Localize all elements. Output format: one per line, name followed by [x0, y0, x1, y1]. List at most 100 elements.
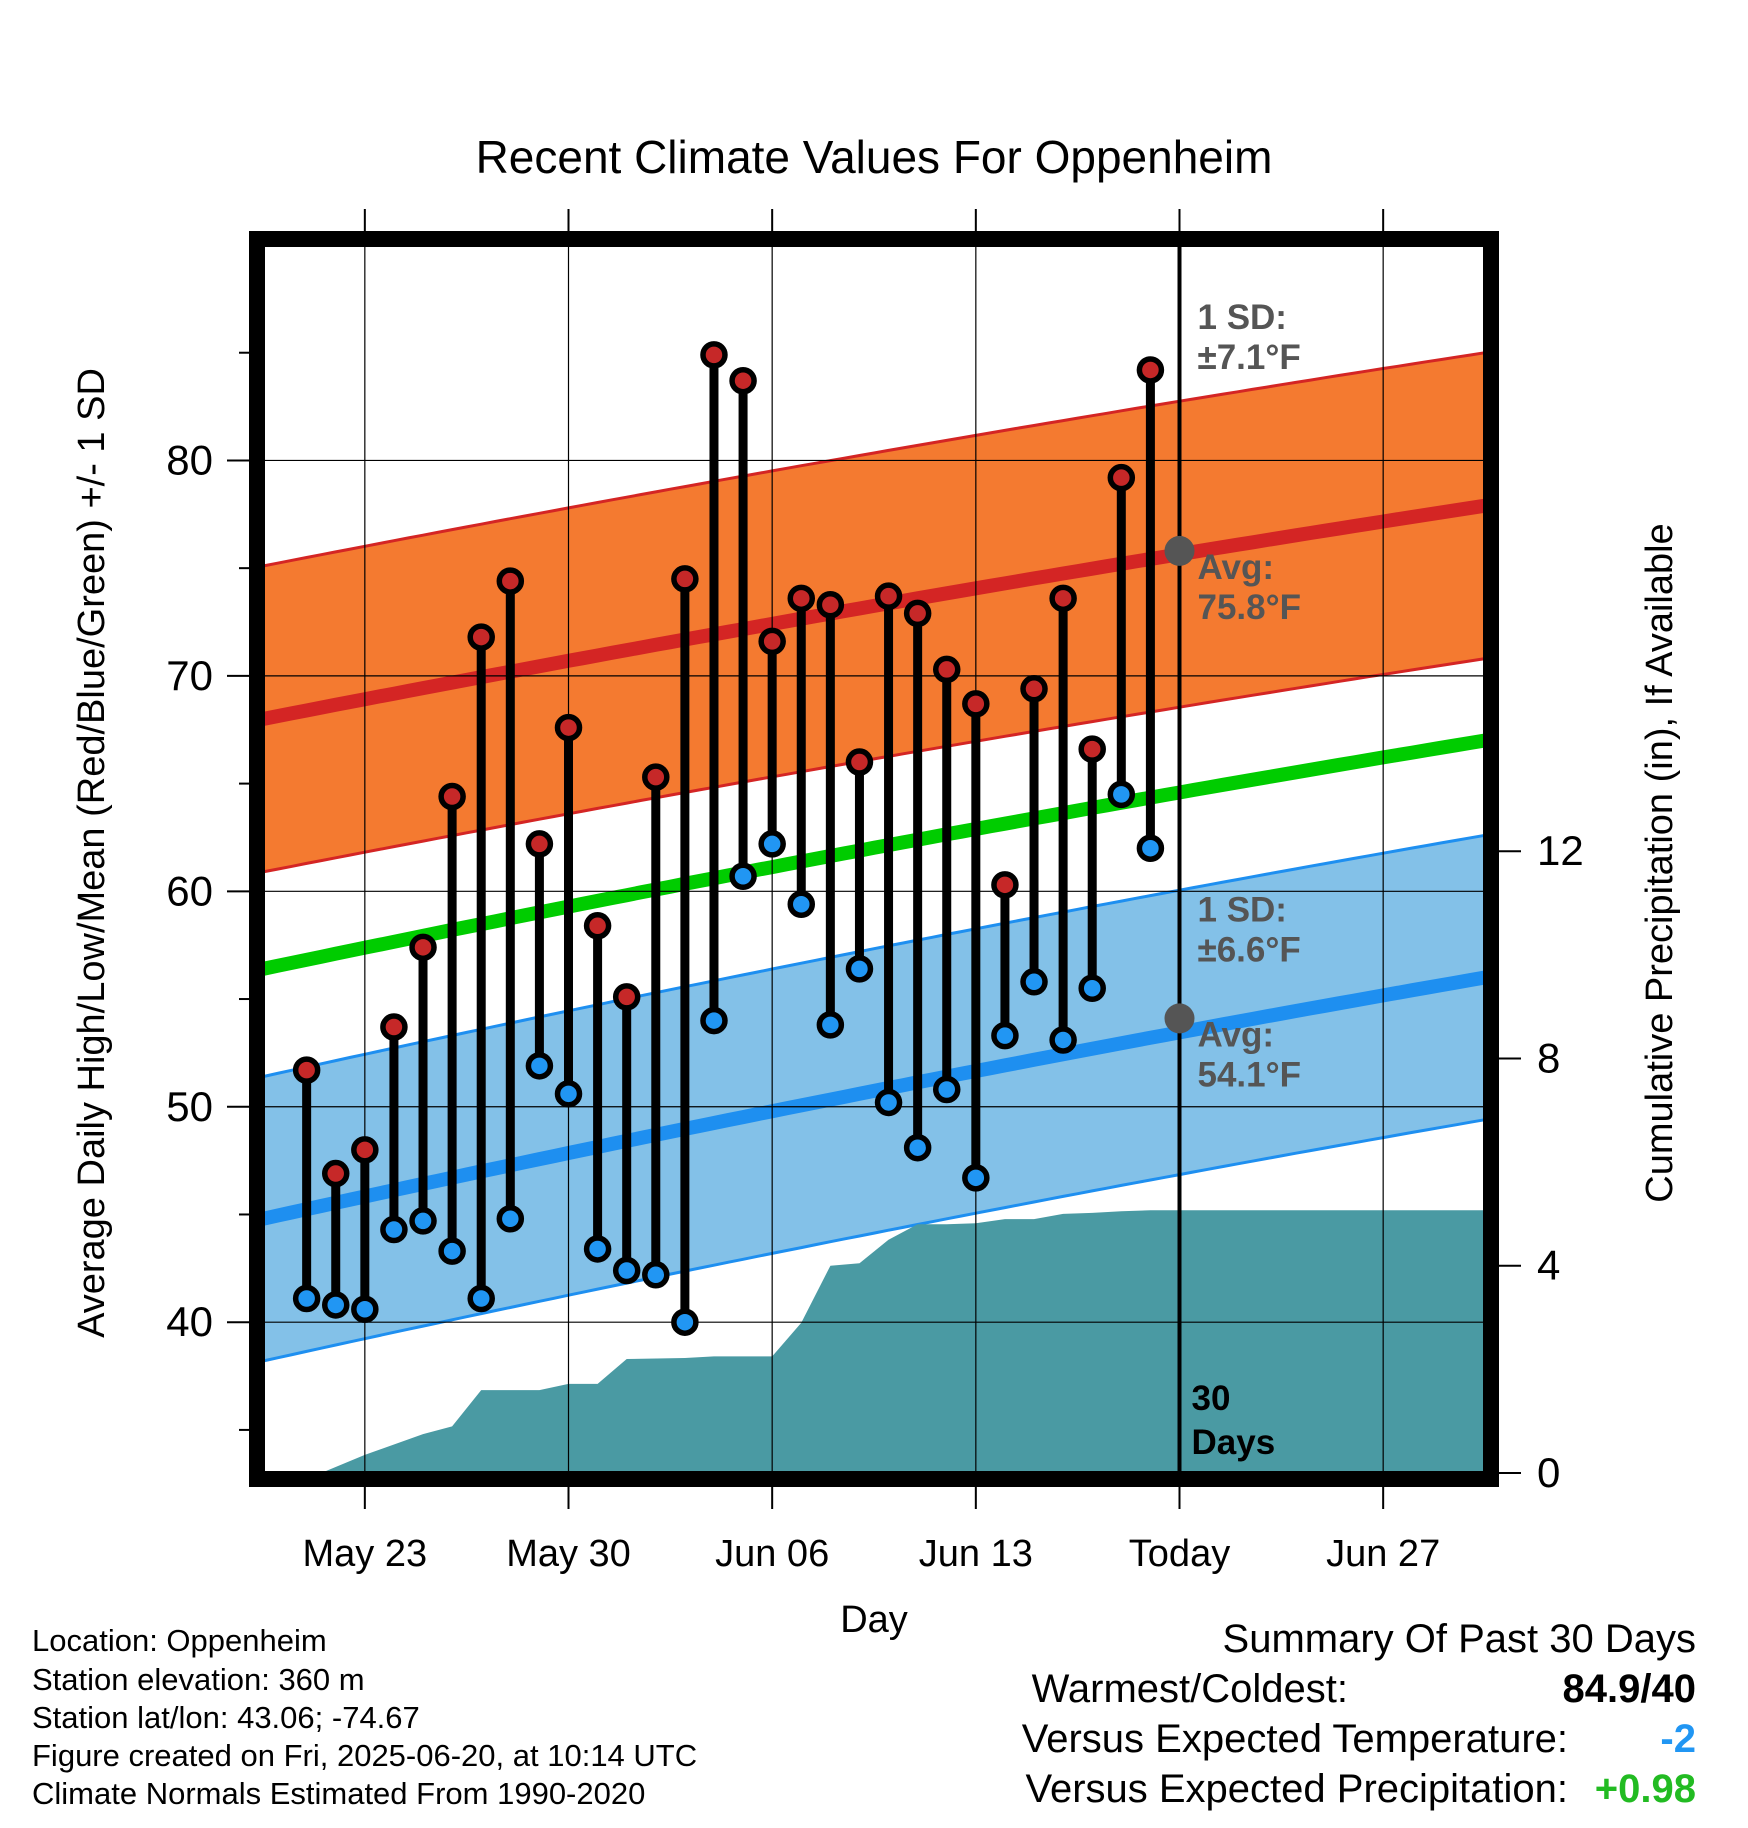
summary-temp-value: -2: [1660, 1717, 1696, 1761]
summary-precip-label: Versus Expected Precipitation:: [1025, 1767, 1568, 1811]
days-label: Days: [1192, 1423, 1276, 1462]
daily-low-point: [467, 1284, 495, 1313]
summary-warmest-label: Warmest/Coldest:: [1031, 1667, 1348, 1711]
days-label: 30: [1192, 1379, 1231, 1418]
plot-frame: [249, 231, 1499, 1487]
summary-warmest-value: 84.9/40: [1562, 1667, 1696, 1711]
summary-temp-label: Versus Expected Temperature:: [1021, 1717, 1568, 1761]
daily-high-point: [1049, 584, 1077, 613]
normal-mean-line: [261, 733, 1487, 976]
daily-high-point: [292, 1056, 321, 1084]
daily-low-point: [1078, 974, 1106, 1003]
daily-low-point: [321, 1291, 350, 1319]
daily-low-point: [1049, 1026, 1077, 1054]
low-band-upper-edge: [262, 833, 1486, 1079]
high-avg-annotation: 75.8°F: [1198, 588, 1302, 627]
low-sd-annotation: 1 SD:: [1198, 890, 1287, 929]
footer-elevation: Station elevation: 360 m: [32, 1662, 365, 1697]
daily-high-point: [903, 599, 932, 628]
high-band-lower-edge: [262, 657, 1486, 874]
daily-low-point: [1107, 780, 1136, 809]
y2-tick-label: 12: [1537, 827, 1584, 874]
x-tick-label: May 23: [303, 1533, 428, 1575]
y-tick-label: 70: [166, 652, 213, 699]
footer-location: Location: Oppenheim: [32, 1623, 327, 1658]
x-tick-label: Jun 13: [919, 1533, 1033, 1575]
daily-low-point: [409, 1207, 437, 1235]
daily-low-point: [816, 1011, 845, 1039]
chart-title: Recent Climate Values For Oppenheim: [476, 131, 1273, 183]
daily-high-point: [1107, 463, 1136, 492]
low-band-lower-edge: [262, 1118, 1486, 1363]
x-tick-label: Today: [1129, 1533, 1230, 1575]
high-avg-annotation: Avg:: [1198, 548, 1274, 587]
daily-high-point: [1020, 675, 1048, 703]
low-avg-annotation: 54.1°F: [1198, 1055, 1302, 1094]
daily-high-point: [409, 933, 437, 962]
daily-low-point: [874, 1088, 903, 1117]
y2-axis-label: Cumulative Precipitation (in), If Availa…: [1639, 523, 1681, 1202]
daily-low-point: [554, 1080, 583, 1108]
daily-low-point: [612, 1256, 641, 1285]
high-sd-annotation: ±7.1°F: [1198, 338, 1301, 377]
daily-high-point: [351, 1136, 379, 1164]
high-avg-dot: [1164, 535, 1195, 566]
y2-tick-label: 8: [1537, 1034, 1560, 1081]
high-band-upper-edge: [262, 351, 1486, 568]
daily-low-point: [583, 1235, 612, 1263]
daily-high-point: [525, 830, 554, 858]
low-avg-annotation: Avg:: [1198, 1015, 1274, 1054]
daily-low-point: [845, 955, 874, 983]
daily-high-point: [554, 713, 583, 742]
footer-created: Figure created on Fri, 2025-06-20, at 10…: [32, 1738, 698, 1773]
daily-high-point: [438, 782, 466, 811]
daily-low-point: [787, 890, 816, 918]
daily-low-point: [758, 830, 786, 858]
daily-high-point: [962, 690, 990, 718]
daily-low-point: [1020, 968, 1048, 996]
footer-normals: Climate Normals Estimated From 1990-2020: [32, 1776, 646, 1811]
summary-heading: Summary Of Past 30 Days: [1222, 1617, 1696, 1661]
daily-high-point: [496, 567, 525, 595]
daily-low-point: [525, 1052, 554, 1080]
daily-low-point: [671, 1308, 699, 1336]
daily-high-point: [671, 565, 699, 593]
daily-low-point: [729, 862, 757, 890]
daily-low-point: [292, 1284, 321, 1313]
daily-high-point: [321, 1159, 350, 1188]
y2-tick-label: 4: [1537, 1242, 1560, 1289]
y-tick-label: 40: [166, 1298, 213, 1345]
summary-precip-value: +0.98: [1594, 1767, 1696, 1811]
daily-low-point: [351, 1295, 379, 1324]
daily-high-point: [816, 591, 845, 619]
x-tick-label: Jun 06: [715, 1533, 829, 1575]
daily-low-point: [380, 1215, 408, 1244]
daily-low-point: [496, 1205, 525, 1233]
daily-low-point: [700, 1006, 728, 1035]
normal-high-line: [261, 498, 1487, 726]
daily-low-point: [903, 1133, 932, 1162]
daily-high-point: [700, 341, 728, 369]
daily-high-point: [758, 627, 786, 656]
daily-high-point: [874, 582, 903, 610]
x-axis-label: Day: [840, 1599, 908, 1641]
footer-latlon: Station lat/lon: 43.06; -74.67: [32, 1700, 420, 1735]
daily-high-point: [583, 912, 612, 940]
daily-high-point: [1078, 735, 1106, 763]
daily-high-point: [991, 871, 1019, 899]
y-tick-label: 80: [166, 436, 213, 483]
daily-low-point: [991, 1021, 1019, 1050]
daily-high-point: [1136, 356, 1165, 384]
x-tick-label: Jun 27: [1326, 1533, 1440, 1575]
daily-high-point: [467, 623, 495, 651]
normal-low-line: [261, 970, 1487, 1226]
y-axis-label: Average Daily High/Low/Mean (Red/Blue/Gr…: [71, 368, 113, 1338]
daily-low-point: [932, 1075, 961, 1104]
daily-high-point: [380, 1013, 408, 1041]
daily-low-point: [642, 1261, 670, 1289]
daily-high-point: [612, 983, 641, 1011]
low-sd-annotation: ±6.6°F: [1198, 930, 1301, 969]
daily-high-point: [787, 584, 816, 613]
daily-low-point: [962, 1164, 990, 1192]
